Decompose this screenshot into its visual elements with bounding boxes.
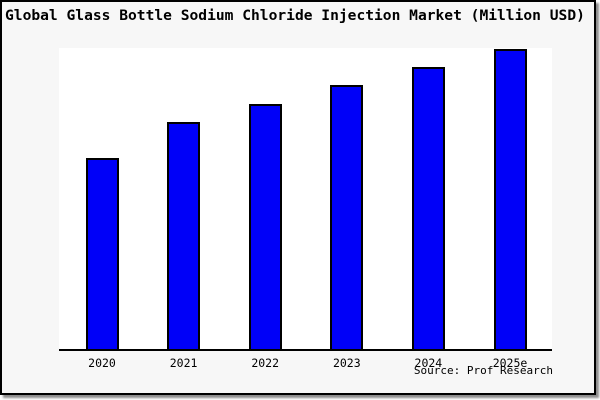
x-tick-label-2025e: 2025e xyxy=(492,356,528,370)
x-tick-label-2021: 2021 xyxy=(169,356,198,370)
x-tick-label-2024: 2024 xyxy=(414,356,443,370)
x-tick-label-2020: 2020 xyxy=(88,356,116,370)
x-tick-label-2022: 2022 xyxy=(251,356,280,370)
bar-2025e xyxy=(493,49,527,349)
plot-area xyxy=(59,48,552,351)
chart-title: Global Glass Bottle Sodium Chloride Inje… xyxy=(5,7,585,24)
bar-2020 xyxy=(85,158,119,349)
x-tick-label-2023: 2023 xyxy=(332,356,361,370)
bar-2022 xyxy=(248,104,282,349)
bar-2024 xyxy=(411,67,445,349)
source-credit: Source: Prof Research xyxy=(413,364,553,377)
bar-2023 xyxy=(330,85,364,349)
bar-2021 xyxy=(167,122,201,349)
